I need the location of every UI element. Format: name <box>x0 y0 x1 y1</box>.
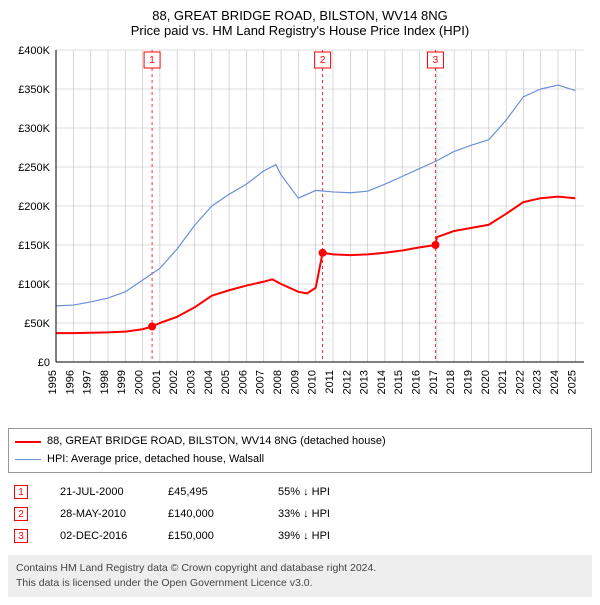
svg-text:1995: 1995 <box>47 370 59 394</box>
legend-row: 88, GREAT BRIDGE ROAD, BILSTON, WV14 8NG… <box>15 433 585 451</box>
sales-marker-icon: 1 <box>14 485 28 499</box>
sales-delta: 55% ↓ HPI <box>278 486 592 498</box>
svg-text:2017: 2017 <box>428 370 440 394</box>
svg-text:2021: 2021 <box>497 370 509 394</box>
svg-text:£100K: £100K <box>18 279 50 291</box>
svg-text:£150K: £150K <box>18 240 50 252</box>
title-block: 88, GREAT BRIDGE ROAD, BILSTON, WV14 8NG… <box>8 8 592 38</box>
svg-text:2: 2 <box>320 55 326 66</box>
sales-price: £140,000 <box>168 508 278 520</box>
svg-text:£300K: £300K <box>18 123 50 135</box>
chart-subtitle: Price paid vs. HM Land Registry's House … <box>8 23 592 38</box>
svg-text:£350K: £350K <box>18 84 50 96</box>
legend-label: 88, GREAT BRIDGE ROAD, BILSTON, WV14 8NG… <box>47 433 386 451</box>
svg-text:£50K: £50K <box>24 318 50 330</box>
svg-text:£200K: £200K <box>18 201 50 213</box>
svg-text:2019: 2019 <box>462 370 474 394</box>
svg-text:2003: 2003 <box>185 370 197 394</box>
chart-area: £0 £50K £100K £150K £200K £250K £300K £350K £400… <box>8 42 592 422</box>
svg-text:2007: 2007 <box>255 370 267 394</box>
svg-text:2016: 2016 <box>411 370 423 394</box>
svg-text:2014: 2014 <box>376 370 388 394</box>
chart-svg: £0 £50K £100K £150K £200K £250K £300K £350K £400… <box>8 42 592 422</box>
svg-text:2023: 2023 <box>532 370 544 394</box>
svg-text:2022: 2022 <box>514 370 526 394</box>
svg-text:3: 3 <box>433 55 439 66</box>
attribution-footer: Contains HM Land Registry data © Crown c… <box>8 555 592 596</box>
svg-text:2005: 2005 <box>220 370 232 394</box>
sales-table: 121-JUL-2000£45,49555% ↓ HPI228-MAY-2010… <box>8 481 592 547</box>
sales-date: 28-MAY-2010 <box>28 508 168 520</box>
sales-marker-icon: 2 <box>14 507 28 521</box>
svg-text:2002: 2002 <box>168 370 180 394</box>
svg-text:1996: 1996 <box>64 370 76 394</box>
sales-marker-icon: 3 <box>14 529 28 543</box>
legend: 88, GREAT BRIDGE ROAD, BILSTON, WV14 8NG… <box>8 428 592 473</box>
svg-text:1999: 1999 <box>116 370 128 394</box>
sales-row: 228-MAY-2010£140,00033% ↓ HPI <box>8 503 592 525</box>
svg-text:2004: 2004 <box>203 370 215 394</box>
svg-text:2012: 2012 <box>341 370 353 394</box>
legend-label: HPI: Average price, detached house, Wals… <box>47 451 264 469</box>
svg-text:1998: 1998 <box>99 370 111 394</box>
svg-text:2006: 2006 <box>237 370 249 394</box>
svg-text:2025: 2025 <box>566 370 578 394</box>
svg-text:2018: 2018 <box>445 370 457 394</box>
sales-price: £45,495 <box>168 486 278 498</box>
svg-text:2010: 2010 <box>307 370 319 394</box>
sales-date: 02-DEC-2016 <box>28 530 168 542</box>
svg-text:2011: 2011 <box>324 370 336 394</box>
svg-text:2000: 2000 <box>134 370 146 394</box>
svg-text:2013: 2013 <box>359 370 371 394</box>
svg-text:£0: £0 <box>38 357 50 369</box>
svg-text:£400K: £400K <box>18 45 50 57</box>
legend-row: HPI: Average price, detached house, Wals… <box>15 451 585 469</box>
sales-delta: 39% ↓ HPI <box>278 530 592 542</box>
svg-text:2008: 2008 <box>272 370 284 394</box>
svg-text:2024: 2024 <box>549 370 561 394</box>
sales-row: 302-DEC-2016£150,00039% ↓ HPI <box>8 525 592 547</box>
svg-text:£250K: £250K <box>18 162 50 174</box>
svg-text:2015: 2015 <box>393 370 405 394</box>
sales-price: £150,000 <box>168 530 278 542</box>
legend-swatch <box>15 459 41 460</box>
svg-text:1997: 1997 <box>82 370 94 394</box>
sales-date: 21-JUL-2000 <box>28 486 168 498</box>
sales-row: 121-JUL-2000£45,49555% ↓ HPI <box>8 481 592 503</box>
legend-swatch <box>15 441 41 443</box>
chart-title: 88, GREAT BRIDGE ROAD, BILSTON, WV14 8NG <box>8 8 592 23</box>
svg-text:2001: 2001 <box>151 370 163 394</box>
svg-text:2020: 2020 <box>480 370 492 394</box>
footer-line-1: Contains HM Land Registry data © Crown c… <box>16 561 584 576</box>
footer-line-2: This data is licensed under the Open Gov… <box>16 576 584 591</box>
sales-delta: 33% ↓ HPI <box>278 508 592 520</box>
svg-text:1: 1 <box>149 55 155 66</box>
svg-text:2009: 2009 <box>289 370 301 394</box>
